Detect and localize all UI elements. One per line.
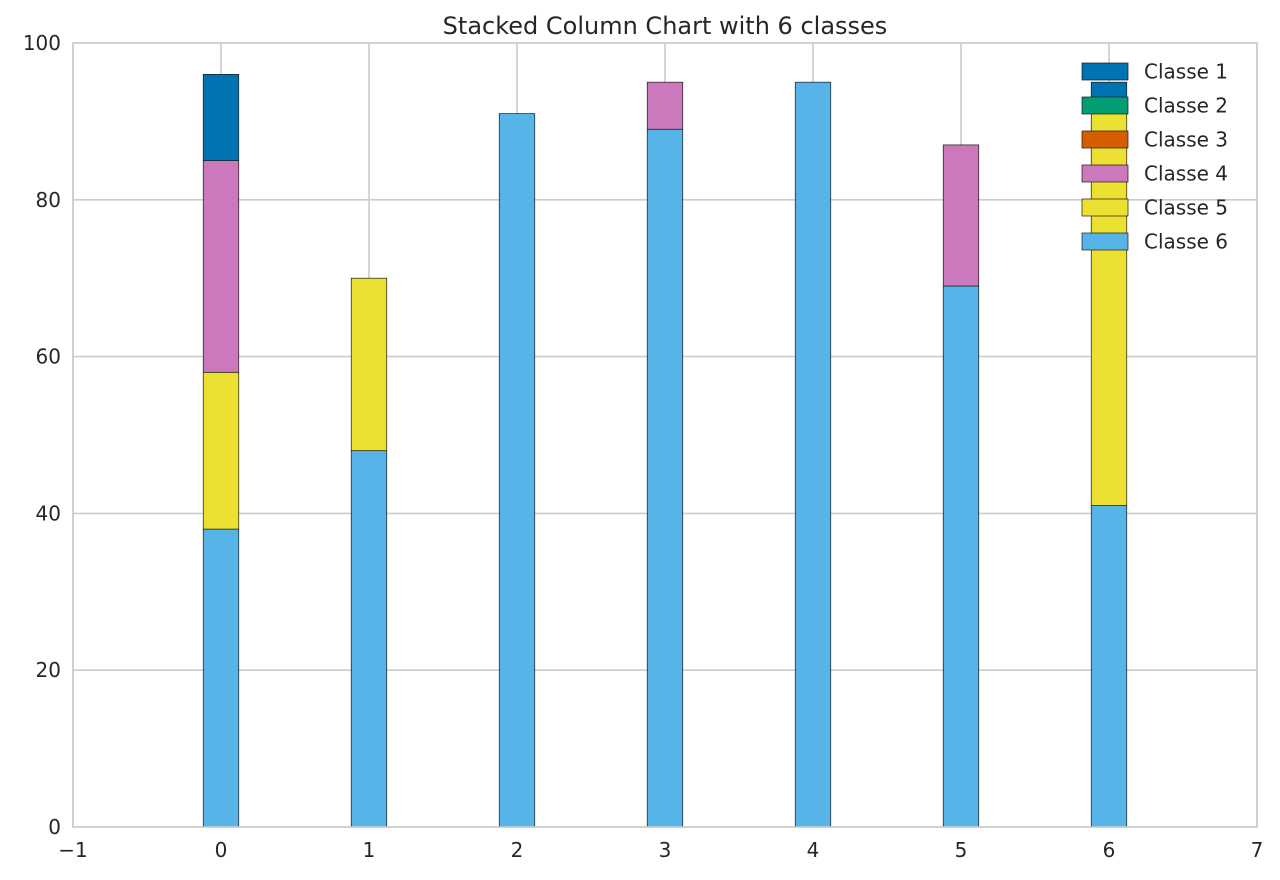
x-tick-labels: −1 0 1 2 3 4 5 6 7 xyxy=(58,838,1263,862)
bar-segment xyxy=(794,81,832,828)
x-tick-label: 7 xyxy=(1251,838,1264,862)
bar-segment xyxy=(350,277,388,452)
legend-label: Classe 6 xyxy=(1144,230,1228,254)
y-tick-labels: 0 20 40 60 80 100 xyxy=(23,31,61,839)
legend-swatch xyxy=(1081,62,1129,81)
legend-swatch xyxy=(1081,164,1129,183)
bar-segment xyxy=(202,528,240,828)
x-tick-label: 2 xyxy=(511,838,524,862)
legend-label: Classe 5 xyxy=(1144,196,1228,220)
bar-segment xyxy=(202,371,240,530)
x-tick-label: 6 xyxy=(1103,838,1116,862)
y-tick-label: 60 xyxy=(36,345,61,369)
legend-label: Classe 1 xyxy=(1144,60,1228,84)
legend-swatch xyxy=(1081,96,1129,115)
x-tick-label: 3 xyxy=(659,838,672,862)
x-tick-label: 0 xyxy=(215,838,228,862)
plot-frame xyxy=(72,42,1258,828)
bar-segment xyxy=(1090,505,1128,828)
x-tick-label: 1 xyxy=(363,838,376,862)
x-tick-label: 5 xyxy=(955,838,968,862)
legend-label: Classe 4 xyxy=(1144,162,1228,186)
legend-label: Classe 3 xyxy=(1144,128,1228,152)
chart-title: Stacked Column Chart with 6 classes xyxy=(443,12,888,40)
bar-segment xyxy=(202,160,240,373)
legend-swatch xyxy=(1081,232,1129,251)
y-tick-label: 40 xyxy=(36,501,61,525)
legend: Classe 1 Classe 2 Classe 3 Classe 4 Classe 5… xyxy=(1081,60,1228,254)
y-tick-label: 0 xyxy=(48,815,61,839)
x-tick-label: −1 xyxy=(58,838,87,862)
bar-segment xyxy=(942,285,980,828)
bar-segment xyxy=(942,144,980,287)
bar-segment xyxy=(350,450,388,828)
legend-swatch xyxy=(1081,198,1129,217)
legend-label: Classe 2 xyxy=(1144,94,1228,118)
bar-segment xyxy=(646,128,684,828)
bar-segment xyxy=(202,74,240,161)
y-tick-label: 100 xyxy=(23,31,61,55)
bar-segment xyxy=(498,113,536,828)
y-tick-label: 20 xyxy=(36,658,61,682)
x-tick-label: 4 xyxy=(807,838,820,862)
bar-segment xyxy=(646,81,684,130)
y-tick-label: 80 xyxy=(36,188,61,212)
legend-swatch xyxy=(1081,130,1129,149)
